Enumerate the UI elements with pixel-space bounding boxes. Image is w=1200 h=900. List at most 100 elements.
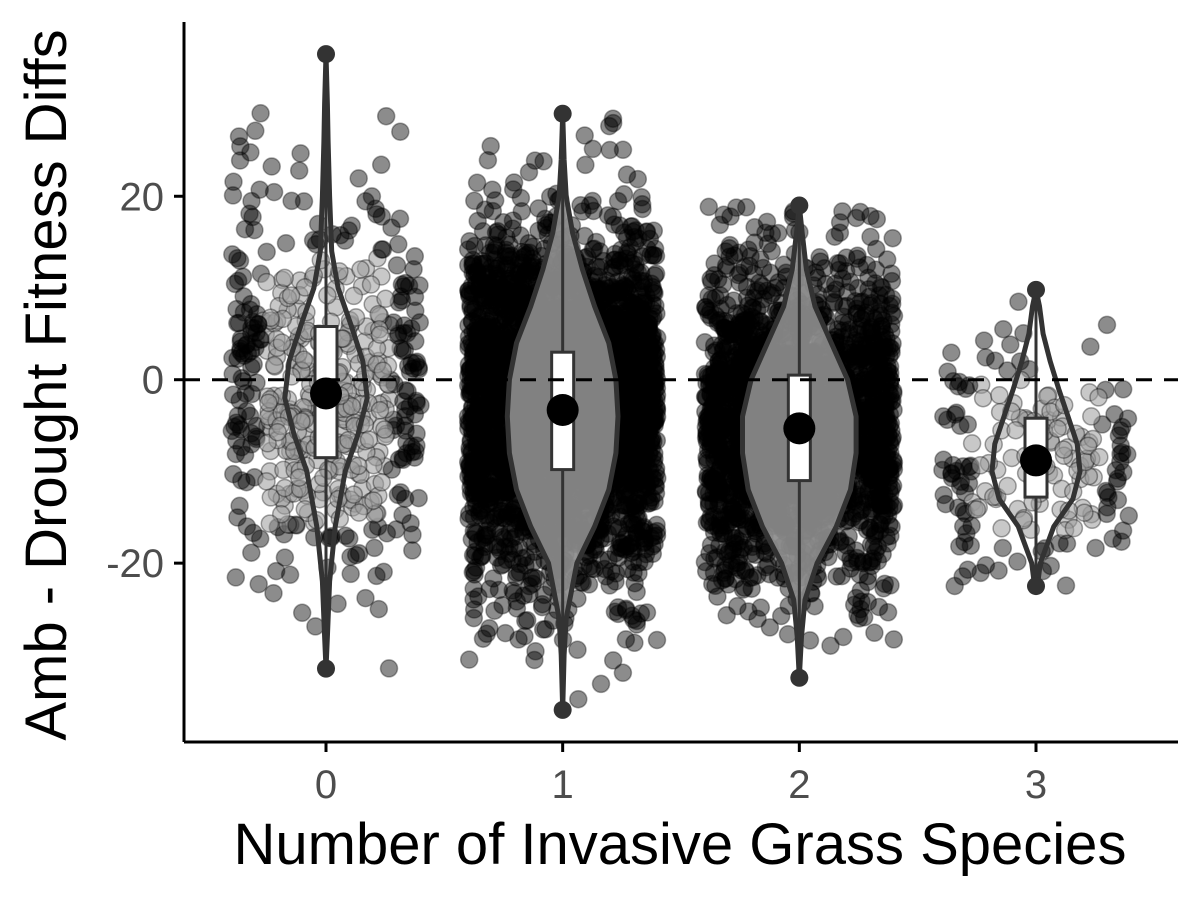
data-point — [250, 180, 269, 199]
data-point — [467, 173, 487, 193]
data-point — [621, 389, 640, 409]
data-point — [464, 458, 484, 477]
data-point — [393, 448, 412, 467]
data-point — [225, 274, 245, 294]
data-point — [376, 289, 395, 309]
data-point — [395, 406, 415, 426]
data-point — [224, 464, 243, 484]
data-point — [489, 438, 508, 458]
data-point — [490, 256, 510, 276]
data-point — [404, 260, 423, 279]
data-point — [515, 626, 534, 646]
data-point — [261, 488, 281, 507]
data-point — [390, 209, 410, 229]
data-point — [289, 161, 309, 180]
data-point — [622, 293, 641, 312]
data-point — [591, 674, 611, 694]
data-point — [294, 350, 314, 370]
data-point — [368, 248, 387, 268]
data-point — [480, 263, 499, 283]
data-point — [223, 245, 242, 264]
data-point — [634, 398, 653, 418]
data-point — [469, 326, 489, 345]
data-point — [282, 191, 301, 211]
data-point — [407, 393, 426, 412]
data-point — [223, 364, 242, 384]
data-point — [514, 247, 534, 267]
data-point — [235, 445, 255, 465]
data-point — [465, 299, 485, 318]
data-point — [397, 443, 416, 463]
data-point — [496, 623, 515, 643]
data-point — [259, 393, 278, 413]
data-point — [236, 336, 256, 355]
data-point — [402, 353, 421, 373]
data-point — [467, 403, 487, 422]
data-point — [405, 247, 425, 266]
data-point — [361, 275, 381, 294]
data-point — [364, 455, 383, 475]
data-point — [235, 219, 255, 239]
data-point — [276, 233, 296, 253]
data-point — [403, 525, 422, 544]
data-point — [647, 630, 667, 650]
data-point — [394, 323, 414, 343]
data-point — [244, 355, 263, 374]
data-point — [460, 282, 479, 302]
data-point — [616, 630, 636, 649]
data-point — [349, 543, 369, 563]
data-point — [341, 564, 360, 584]
data-point — [632, 318, 651, 337]
data-point — [471, 325, 490, 345]
data-point — [395, 340, 415, 360]
data-point — [240, 204, 259, 223]
data-point — [241, 143, 260, 162]
data-point — [399, 276, 419, 296]
data-point — [397, 433, 416, 452]
data-point — [464, 600, 484, 619]
data-point — [499, 272, 518, 291]
data-point — [231, 420, 251, 439]
data-point — [396, 273, 415, 293]
data-point — [264, 583, 283, 603]
data-point — [583, 240, 603, 259]
data-point — [359, 430, 379, 449]
data-point — [500, 315, 520, 335]
data-point — [228, 271, 248, 291]
data-point — [382, 218, 401, 237]
data-point — [644, 221, 664, 241]
data-point — [511, 226, 530, 245]
data-point — [393, 450, 413, 470]
data-point — [406, 353, 425, 373]
data-point — [398, 382, 417, 401]
data-point — [344, 286, 364, 306]
data-point — [387, 256, 407, 275]
data-point — [645, 415, 664, 435]
data-point — [641, 245, 660, 265]
data-point — [460, 231, 479, 251]
data-point — [342, 397, 362, 416]
data-point — [251, 104, 270, 123]
data-point — [598, 524, 618, 543]
data-point — [396, 421, 415, 440]
data-point — [388, 326, 408, 345]
data-point — [223, 186, 243, 205]
data-point — [645, 380, 665, 400]
data-point — [395, 489, 415, 508]
data-point — [232, 437, 251, 457]
data-point — [627, 528, 647, 547]
data-point — [344, 485, 364, 504]
data-point — [349, 503, 369, 522]
data-point — [594, 290, 614, 310]
data-point — [402, 437, 421, 456]
data-point — [622, 216, 642, 236]
data-point — [396, 381, 415, 400]
data-point — [392, 291, 412, 310]
data-point — [635, 552, 654, 572]
data-point — [275, 548, 295, 567]
data-point — [470, 421, 490, 440]
data-point — [231, 332, 251, 351]
data-point — [225, 417, 244, 437]
data-point — [396, 400, 415, 419]
data-point — [405, 287, 425, 307]
